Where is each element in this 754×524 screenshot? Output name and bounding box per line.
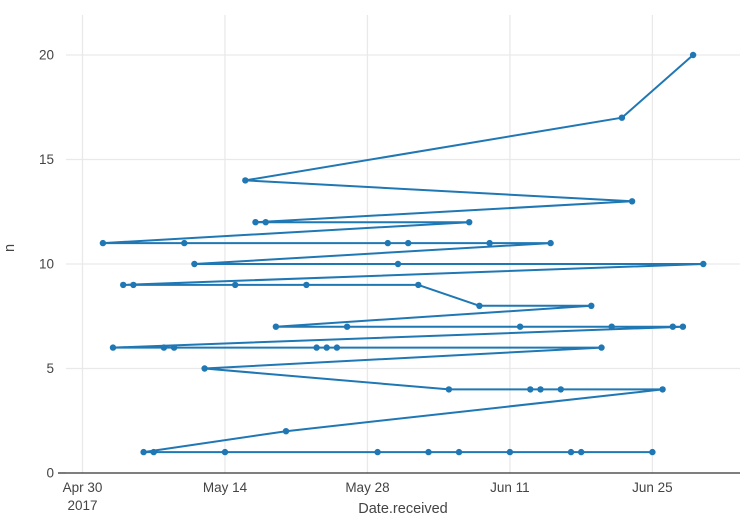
x-tick-label: Jun 25 (632, 480, 673, 495)
data-point[interactable] (516, 323, 524, 330)
data-point[interactable] (262, 219, 269, 226)
data-point[interactable] (649, 448, 656, 456)
data-point[interactable] (201, 365, 208, 372)
data-point[interactable] (384, 239, 391, 247)
data-point[interactable] (567, 448, 575, 456)
data-point[interactable] (109, 344, 117, 351)
data-point[interactable] (445, 386, 453, 393)
data-point[interactable] (130, 281, 137, 289)
data-point[interactable] (689, 51, 697, 59)
data-point[interactable] (557, 386, 564, 393)
data-point[interactable] (221, 448, 229, 456)
data-point[interactable] (608, 323, 615, 330)
data-point[interactable] (588, 302, 595, 309)
line-series (101, 54, 705, 454)
data-point[interactable] (527, 386, 534, 393)
data-point[interactable] (486, 239, 493, 247)
data-point[interactable] (343, 323, 351, 330)
data-point[interactable] (374, 448, 381, 456)
data-point[interactable] (242, 177, 249, 184)
data-point[interactable] (405, 239, 412, 247)
x-tick-label: May 14 (203, 480, 248, 495)
data-point[interactable] (466, 219, 473, 226)
data-point[interactable] (140, 448, 147, 456)
x-tick-label: May 28 (345, 480, 389, 495)
data-point[interactable] (99, 239, 107, 247)
data-point[interactable] (415, 281, 422, 289)
data-point[interactable] (150, 448, 157, 456)
data-point[interactable] (547, 239, 554, 247)
y-tick-label: 20 (39, 48, 54, 63)
data-point[interactable] (506, 448, 514, 456)
data-point[interactable] (455, 448, 463, 456)
y-tick-label: 15 (39, 152, 54, 167)
y-tick-label: 5 (46, 361, 54, 376)
x-axis-title: Date.received (358, 501, 448, 517)
data-point[interactable] (303, 281, 310, 289)
data-point[interactable] (170, 344, 178, 351)
data-point[interactable] (333, 344, 341, 351)
data-point[interactable] (679, 323, 687, 330)
data-point[interactable] (323, 344, 330, 351)
data-point[interactable] (425, 448, 432, 456)
data-point[interactable] (252, 219, 259, 226)
data-point[interactable] (120, 281, 127, 289)
x-tick-year-label: 2017 (67, 498, 97, 513)
data-point[interactable] (232, 281, 239, 289)
y-axis-title: n (2, 243, 18, 253)
x-tick-label: Jun 11 (490, 480, 530, 495)
data-point[interactable] (598, 344, 605, 351)
data-point[interactable] (191, 260, 198, 268)
data-point[interactable] (618, 114, 626, 121)
data-point[interactable] (700, 260, 707, 268)
data-point[interactable] (628, 198, 636, 205)
data-point[interactable] (476, 302, 483, 309)
y-tick-label: 0 (46, 466, 54, 481)
data-point[interactable] (272, 323, 280, 330)
data-point[interactable] (181, 239, 188, 247)
data-point[interactable] (578, 448, 585, 456)
y-tick-label: 10 (39, 257, 54, 272)
x-tick-label: Apr 30 (63, 480, 103, 495)
data-point[interactable] (537, 386, 544, 393)
data-point[interactable] (282, 428, 290, 435)
data-point[interactable] (313, 344, 320, 351)
data-point[interactable] (394, 260, 402, 268)
data-point[interactable] (659, 386, 666, 393)
data-point[interactable] (160, 344, 168, 351)
data-point[interactable] (669, 323, 676, 330)
